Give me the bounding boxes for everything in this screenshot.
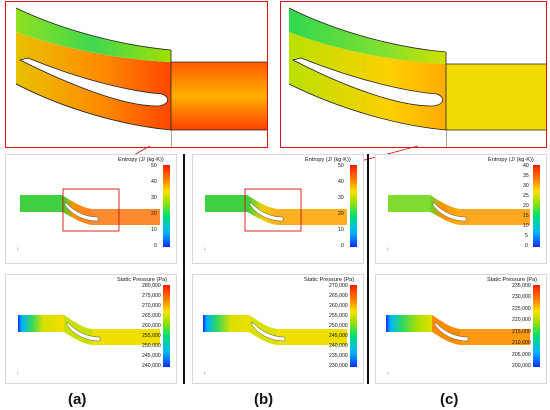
pressure-colorbar-b [350,285,357,367]
svg-text:└: └ [386,371,389,376]
tick: 230,000 [329,363,348,369]
tick: 245,000 [329,333,348,339]
svg-text:└: └ [203,371,206,376]
pressure-colorbar-title-c: Static Pressure (Pa) [487,277,538,283]
tick: 50 [338,163,344,169]
tick: 255,000 [142,333,161,339]
tick: 10 [338,227,344,233]
pressure-panel-b: └ Static Pressure (Pa) 270,000 265,000 2… [192,274,364,384]
tick: 0 [341,243,344,249]
tick: 30 [338,195,344,201]
tick: 40 [523,163,529,169]
tick: 270,000 [329,283,348,289]
tick: 210,000 [512,340,531,346]
tick: 280,000 [142,283,161,289]
tick: 10 [523,223,529,229]
zoom-b-contour [281,2,546,147]
tick: 20 [151,211,157,217]
entropy-panel-c: └ Entropy (J/ (kg·K)) 40 35 30 25 20 15 … [375,154,547,264]
tick: 250,000 [329,323,348,329]
pressure-panel-c: └ Static Pressure (Pa) 235,000 230,000 2… [375,274,547,384]
tick: 40 [151,179,157,185]
pressure-contour-a: └ [16,315,160,376]
zoom-view-a [5,1,268,148]
caption-c: (c) [440,391,459,408]
tick: 240,000 [142,363,161,369]
caption-b: (b) [254,391,274,408]
tick: 270,000 [142,303,161,309]
tick: 40 [338,179,344,185]
entropy-colorbar-title-a: Entropy (J/ (kg·K)) [118,157,164,163]
tick: 260,000 [329,303,348,309]
tick: 275,000 [142,293,161,299]
tick: 265,000 [142,313,161,319]
highlight-box-b [244,188,302,232]
tick: 5 [525,233,528,239]
entropy-panel-a: └ Entropy (J/ (kg·K)) 50 40 30 20 10 0 [5,154,177,264]
tick: 235,000 [512,283,531,289]
entropy-colorbar-c [533,165,540,247]
tick: 20 [523,203,529,209]
pressure-colorbar-title-b: Static Pressure (Pa) [304,277,355,283]
tick: 220,000 [512,317,531,323]
pressure-panel-a: └ Static Pressure (Pa) 280,000 275,000 2… [5,274,177,384]
tick: 230,000 [512,294,531,300]
highlight-box-a [62,188,120,232]
pressure-colorbar-a [163,285,170,367]
tick: 235,000 [329,353,348,359]
tick: 30 [523,183,529,189]
entropy-colorbar-a [163,165,170,247]
tick: 20 [338,211,344,217]
tick: 35 [523,173,529,179]
pressure-contour-b: └ [203,315,347,376]
entropy-colorbar-b [350,165,357,247]
entropy-contour-c: └ [386,195,530,252]
zoom-a-contour [6,2,267,147]
entropy-contour-a: └ [16,188,160,252]
zoom-view-b [280,1,547,148]
tick: 225,000 [512,306,531,312]
pressure-colorbar-c [533,285,540,367]
pressure-contour-c: └ [386,315,530,376]
tick: 200,000 [512,363,531,369]
tick: 50 [151,163,157,169]
tick: 0 [525,243,528,249]
caption-a: (a) [68,391,87,408]
entropy-contour-b: └ [203,188,347,252]
tick: 10 [151,227,157,233]
svg-text:└: └ [16,371,19,376]
tick: 30 [151,195,157,201]
tick: 250,000 [142,343,161,349]
tick: 240,000 [329,343,348,349]
tick: 255,000 [329,313,348,319]
tick: 265,000 [329,293,348,299]
tick: 205,000 [512,352,531,358]
divider-ab [183,154,185,384]
svg-text:└: └ [16,247,19,252]
svg-text:└: └ [203,247,206,252]
svg-text:└: └ [386,247,389,252]
tick: 25 [523,193,529,199]
tick: 215,000 [512,329,531,335]
tick: 15 [523,213,529,219]
entropy-panel-b: └ Entropy (J/ (kg·K)) 50 40 30 20 10 0 [192,154,364,264]
entropy-colorbar-title-c: Entropy (J/ (kg·K)) [488,157,534,163]
tick: 245,000 [142,353,161,359]
tick: 260,000 [142,323,161,329]
divider-bc [367,154,369,384]
entropy-colorbar-title-b: Entropy (J/ (kg·K)) [305,157,351,163]
pressure-colorbar-title-a: Static Pressure (Pa) [117,277,168,283]
tick: 0 [154,243,157,249]
